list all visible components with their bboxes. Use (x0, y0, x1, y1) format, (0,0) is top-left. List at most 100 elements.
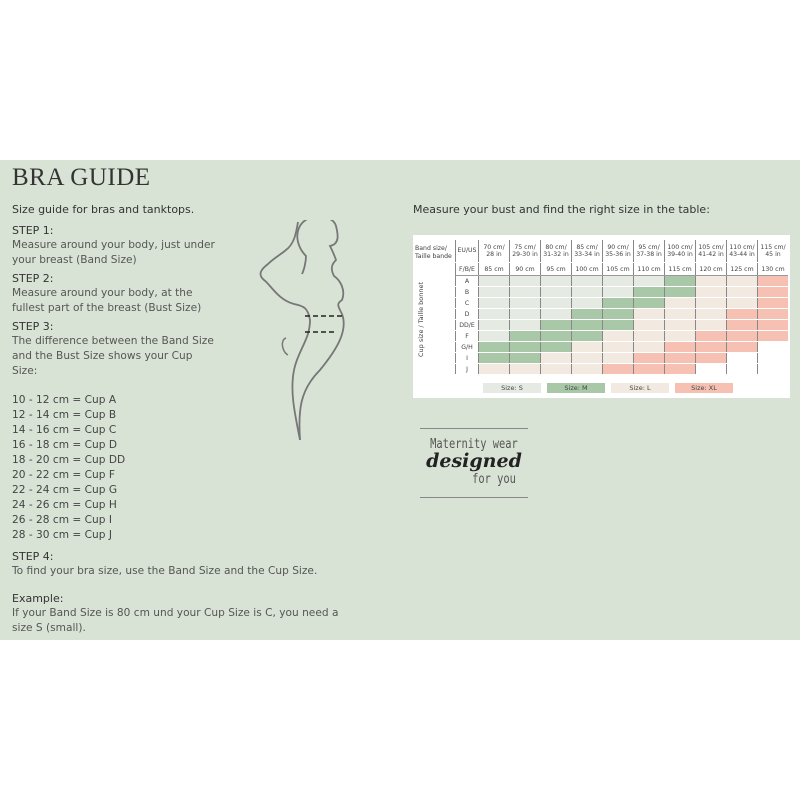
cup-label: F (455, 330, 479, 342)
cup-label: I (455, 352, 479, 364)
size-cell (726, 286, 758, 298)
size-cell (478, 275, 510, 287)
size-cell (478, 330, 510, 342)
cup-item: 28 - 30 cm = Cup J (12, 529, 112, 541)
size-cell (478, 341, 510, 353)
step-text: Measure around your body, just under you… (12, 239, 215, 266)
size-cell (540, 330, 572, 342)
size-cell (757, 275, 788, 287)
cup-label: G/H (455, 341, 479, 353)
cup-list: 10 - 12 cm = Cup A 12 - 14 cm = Cup B 14 -… (12, 393, 372, 543)
size-cell (602, 308, 634, 320)
size-cell (602, 352, 634, 364)
size-cell (726, 330, 758, 342)
cup-item: 14 - 16 cm = Cup C (12, 424, 117, 436)
size-cell (726, 308, 758, 320)
cup-label: C (455, 297, 479, 309)
size-cell (664, 319, 696, 331)
eu-us-header: 70 cm/ 28 in (478, 240, 510, 263)
page-title: BRA GUIDE (12, 164, 151, 191)
table-row: DD/E (455, 319, 788, 331)
step-4-text: To find your bra size, use the Band Size… (12, 565, 318, 577)
size-cell (695, 308, 727, 320)
size-cell (695, 352, 727, 364)
table-row: G/H (455, 341, 788, 353)
cup-label: DD/E (455, 319, 479, 331)
size-cell (540, 352, 572, 364)
fbe-header: 110 cm (633, 262, 665, 276)
legend-size-m: Size: M (547, 383, 605, 393)
size-cell (664, 363, 696, 375)
size-cell (478, 319, 510, 331)
size-cell (695, 286, 727, 298)
cup-item: 10 - 12 cm = Cup A (12, 394, 117, 406)
cup-item: 26 - 28 cm = Cup I (12, 514, 112, 526)
eu-us-header: 90 cm/ 35-36 in (602, 240, 634, 263)
size-cell (602, 341, 634, 353)
size-cell (664, 275, 696, 287)
size-cell (602, 330, 634, 342)
fbe-header: 100 cm (571, 262, 603, 276)
size-cell (664, 352, 696, 364)
step-text: Measure around your body, at the fullest… (12, 287, 202, 314)
cup-label: D (455, 308, 479, 320)
cup-label: J (455, 363, 479, 375)
example-heading: Example: (12, 592, 64, 605)
size-cell (633, 363, 665, 375)
size-cell (664, 330, 696, 342)
size-cell (509, 275, 541, 287)
maternity-logo: Maternity wear designed for you (418, 428, 530, 498)
size-cell (478, 363, 510, 375)
body-silhouette-icon (259, 220, 345, 441)
step-4-heading: STEP 4: (12, 550, 54, 563)
size-cell (509, 330, 541, 342)
size-cell (757, 319, 788, 331)
size-cell (602, 363, 634, 375)
size-cell (540, 308, 572, 320)
logo-rule (420, 428, 528, 429)
size-cell (602, 297, 634, 309)
table-heading: Measure your bust and find the right siz… (413, 203, 710, 216)
cup-item: 18 - 20 cm = Cup DD (12, 454, 126, 466)
step-heading: STEP 3: (12, 320, 54, 333)
size-cell (571, 286, 603, 298)
cup-item: 22 - 24 cm = Cup G (12, 484, 118, 496)
size-cell (695, 341, 727, 353)
size-cell (571, 308, 603, 320)
size-cell (540, 286, 572, 298)
legend-size-l: Size: L (611, 383, 669, 393)
size-cell (726, 275, 758, 287)
size-cell (478, 308, 510, 320)
fbe-header: 125 cm (726, 262, 758, 276)
fbe-header: 90 cm (509, 262, 541, 276)
size-cell (664, 286, 696, 298)
table-row: B (455, 286, 788, 298)
eu-us-header: 100 cm/ 39-40 in (664, 240, 696, 263)
size-cell (602, 319, 634, 331)
size-cell (602, 286, 634, 298)
eu-us-header: 105 cm/ 41-42 in (695, 240, 727, 263)
size-cell (478, 297, 510, 309)
table-row: C (455, 297, 788, 309)
size-cell (664, 308, 696, 320)
logo-line-2: designed (426, 450, 522, 472)
cup-label: B (455, 286, 479, 298)
step-text: The difference between the Band Size and… (12, 335, 214, 377)
size-cell (695, 275, 727, 287)
cup-item: 20 - 22 cm = Cup F (12, 469, 115, 481)
size-cell (571, 352, 603, 364)
table-row: D (455, 308, 788, 320)
size-cell (695, 297, 727, 309)
size-cell (726, 352, 758, 364)
size-cell (726, 341, 758, 353)
size-cell (633, 319, 665, 331)
size-table-box: Cup size / Taille bonnet Band size/ Tail… (413, 235, 790, 398)
size-cell (540, 363, 572, 375)
size-cell (757, 330, 788, 342)
table-row: J (455, 363, 788, 375)
size-cell (695, 363, 727, 375)
size-cell (509, 352, 541, 364)
size-cell (509, 363, 541, 375)
table-row: F (455, 330, 788, 342)
cup-item: 12 - 14 cm = Cup B (12, 409, 117, 421)
